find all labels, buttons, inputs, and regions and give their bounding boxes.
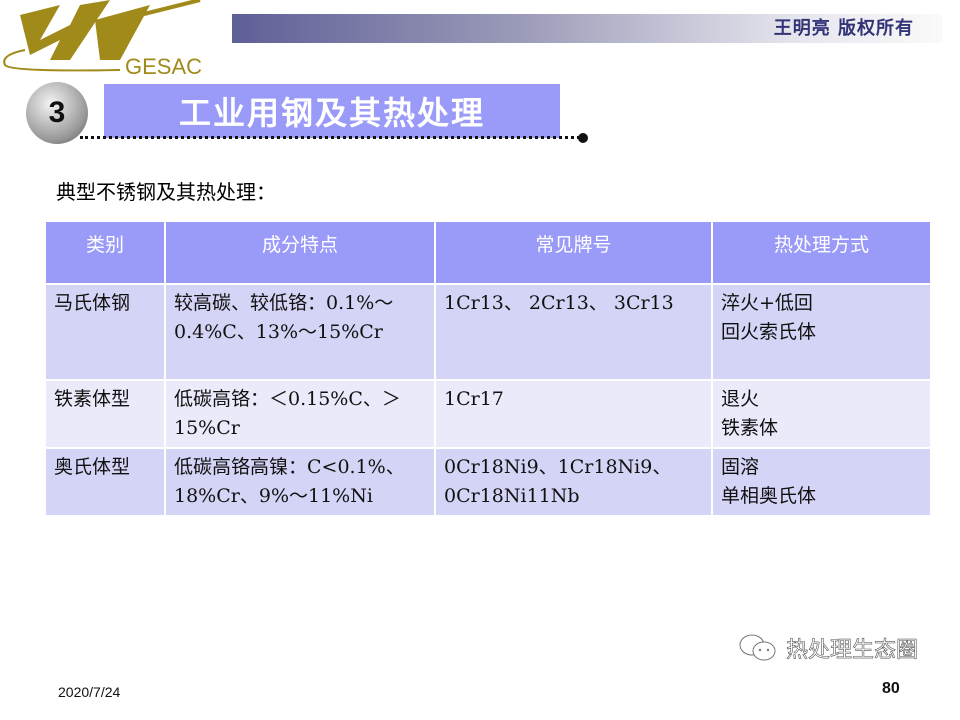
cell-composition: 低碳高铬高镍：C<0.1%、18%Cr、9%～11%Ni — [166, 449, 434, 515]
cell-category: 奥氏体型 — [46, 449, 164, 515]
header-grades: 常见牌号 — [436, 222, 711, 283]
table-row: 奥氏体型 低碳高铬高镍：C<0.1%、18%Cr、9%～11%Ni 0Cr18N… — [46, 449, 930, 515]
table-row: 马氏体钢 较高碳、较低铬：0.1%～0.4%C、13%～15%Cr 1Cr13、… — [46, 285, 930, 379]
header-composition: 成分特点 — [166, 222, 434, 283]
dotted-divider — [80, 136, 580, 139]
subtitle: 典型不锈钢及其热处理： — [56, 180, 276, 204]
divider-end-dot — [578, 133, 588, 143]
header-treatment: 热处理方式 — [713, 222, 930, 283]
cell-treatment: 固溶 单相奥氏体 — [713, 449, 930, 515]
wechat-icon — [739, 634, 776, 661]
treatment-line: 淬火+低回 — [721, 292, 813, 314]
copyright-text: 王明亮 版权所有 — [773, 18, 914, 39]
cell-treatment: 淬火+低回回火索氏体 — [713, 285, 930, 379]
watermark: 热处理生态圈 — [738, 630, 918, 666]
cell-grades: 1Cr17 — [436, 381, 711, 447]
slide-date: 2020/7/24 — [58, 684, 121, 700]
page-number: 80 — [882, 680, 900, 697]
table-header-row: 类别 成分特点 常见牌号 热处理方式 — [46, 222, 930, 283]
cell-category: 马氏体钢 — [46, 285, 164, 379]
watermark-text: 热处理生态圈 — [786, 638, 919, 664]
gesac-logo — [3, 0, 201, 72]
treatment-line: 固溶 — [721, 456, 760, 478]
cell-grades: 1Cr13、 2Cr13、 3Cr13 — [436, 285, 711, 379]
treatment-line: 单相奥氏体 — [721, 485, 817, 507]
section-number-badge: 3 — [26, 82, 88, 144]
logo-text: GESAC — [125, 54, 203, 79]
cell-grades: 0Cr18Ni9、1Cr18Ni9、0Cr18Ni11Nb — [436, 449, 711, 515]
table-row: 铁素体型 低碳高铬：＜0.15%C、＞15%Cr 1Cr17 退火铁素体 — [46, 381, 930, 447]
cell-composition: 较高碳、较低铬：0.1%～0.4%C、13%～15%Cr — [166, 285, 434, 379]
treatment-line: 退火 — [721, 388, 760, 410]
header-bar — [232, 14, 942, 43]
treatment-line: 铁素体 — [721, 417, 779, 439]
cell-category: 铁素体型 — [46, 381, 164, 447]
treatment-line: 回火索氏体 — [721, 321, 817, 343]
stainless-steel-table: 类别 成分特点 常见牌号 热处理方式 马氏体钢 较高碳、较低铬：0.1%～0.4… — [44, 220, 932, 517]
slide-title: 工业用钢及其热处理 — [104, 84, 560, 138]
header-category: 类别 — [46, 222, 164, 283]
cell-treatment: 退火 铁素体 — [713, 381, 930, 447]
cell-composition: 低碳高铬：＜0.15%C、＞15%Cr — [166, 381, 434, 447]
